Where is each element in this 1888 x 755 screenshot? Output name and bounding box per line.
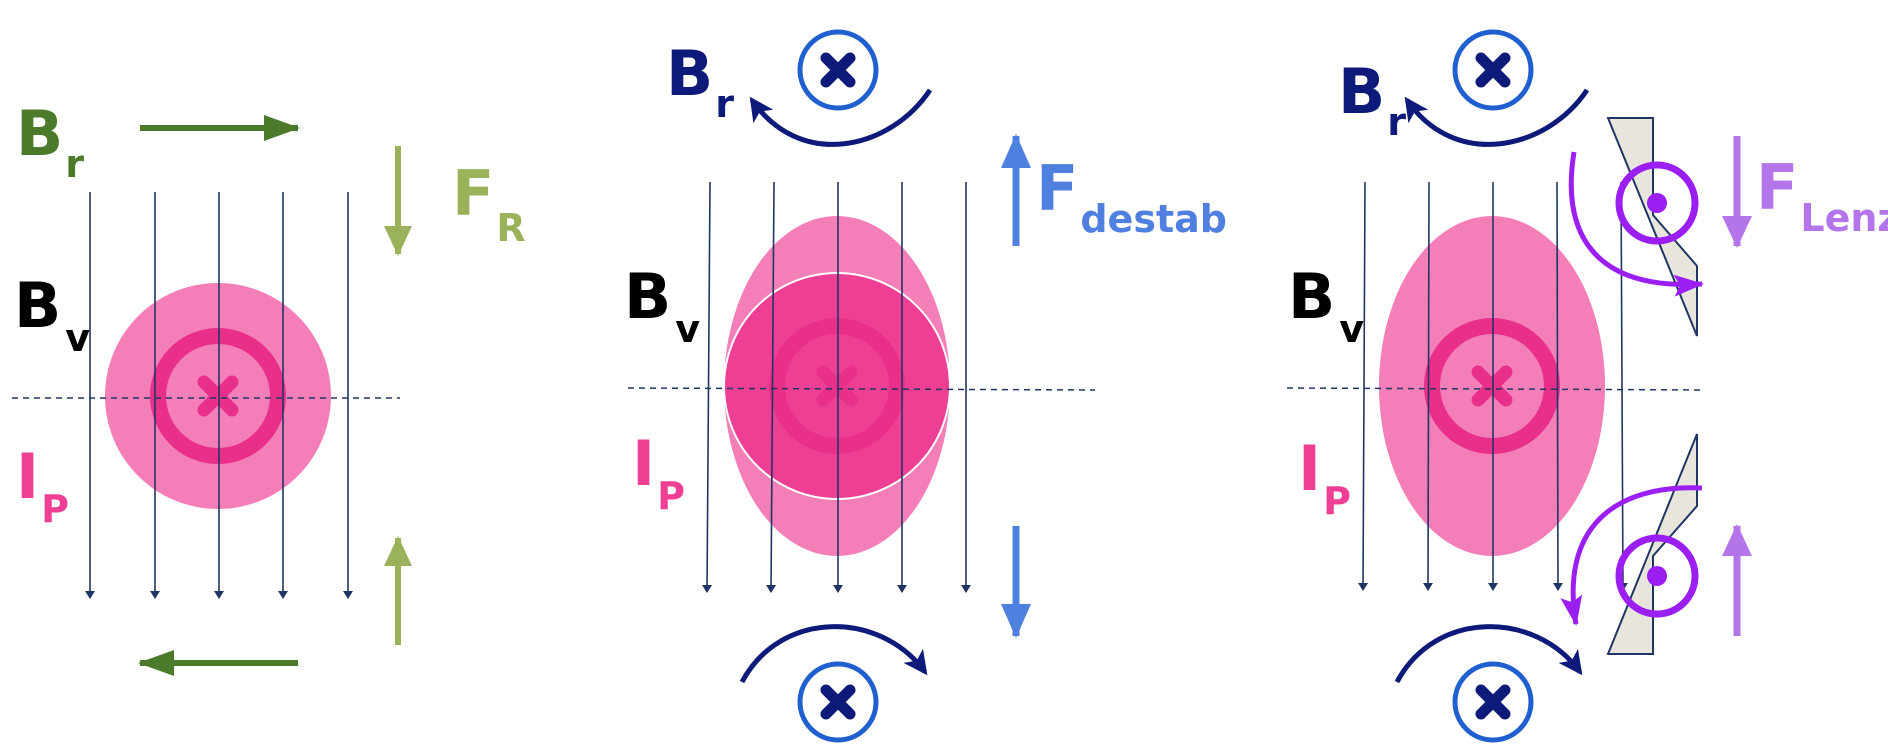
vertical-field-lines — [1358, 181, 1628, 591]
cross-current-icon — [1475, 684, 1511, 720]
cross-current-icon — [1471, 365, 1513, 407]
cross-current-icon — [820, 684, 856, 720]
ip-label: IP — [16, 440, 69, 531]
eddy-current-ring-bottom — [1615, 534, 1699, 618]
plasma-current-ring — [769, 318, 905, 454]
ip-label: IP — [632, 427, 685, 518]
plasma-current-ring — [150, 328, 286, 464]
dot-current-icon — [1647, 566, 1667, 586]
vertical-field-lines — [702, 181, 971, 593]
fdestab-label: Fdestab — [1036, 152, 1227, 241]
br-curved-arrow-bottom — [739, 624, 928, 684]
vertical-field-lines — [85, 192, 353, 599]
br-label: Br — [16, 97, 84, 186]
br-curved-arrow-top — [1404, 88, 1590, 147]
passive-plate-bottom — [1606, 433, 1698, 655]
cross-current-icon — [816, 365, 858, 407]
flenz-label: FLenz — [1756, 151, 1888, 240]
fr-label: FR — [452, 157, 526, 250]
ip-label: IP — [1298, 432, 1351, 523]
br-curved-arrow-top — [749, 88, 933, 147]
cross-current-icon — [1475, 52, 1511, 88]
cross-current-icon — [820, 52, 856, 88]
panel-lenz: Br FLenz Bv IP — [1286, 29, 1888, 743]
eddy-curved-arrow-bottom — [1560, 485, 1703, 626]
midplane-line — [627, 387, 1096, 391]
cross-current-icon — [197, 375, 239, 417]
eddy-current-ring-top — [1615, 161, 1699, 245]
br-curved-arrow-bottom — [1394, 624, 1583, 684]
eddy-curved-arrow-top — [1568, 151, 1704, 297]
plasma-current-ring — [1424, 318, 1560, 454]
midplane-line — [1286, 387, 1706, 391]
dot-current-icon — [1647, 193, 1667, 213]
br-label: Br — [1338, 55, 1406, 144]
br-label: Br — [666, 37, 734, 126]
